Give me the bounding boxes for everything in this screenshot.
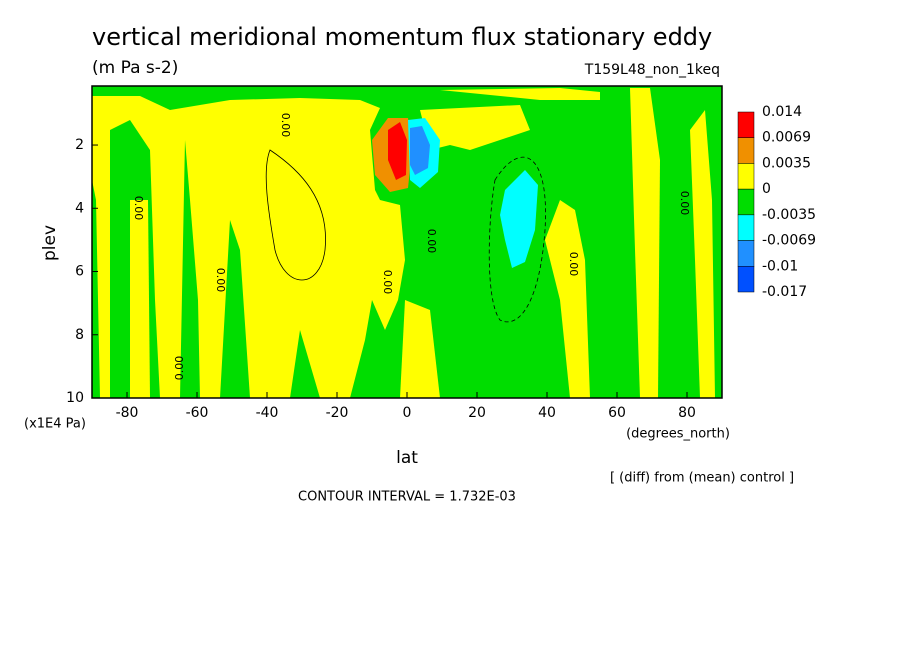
note: [ (diff) from (mean) control ] [610,471,794,486]
colorbar-label: -0.01 [762,258,798,274]
contour-interval: CONTOUR INTERVAL = 1.732E-03 [298,490,516,505]
colorbar-label: 0.0035 [762,155,811,171]
chart-title: vertical meridional momentum flux statio… [92,23,712,51]
colorbar-label: -0.0035 [762,207,816,223]
colorbar-box [737,266,755,293]
y-tick-label: 6 [75,264,84,280]
contour-label: 0.00 [381,270,394,295]
experiment-label: T159L48_non_1keq [584,62,720,78]
colorbar-label: 0.014 [762,104,802,120]
colorbar-label: -0.017 [762,284,807,300]
colorbar-box [737,188,755,216]
contour-label: 0.00 [678,191,691,216]
x-tick-label: -80 [116,405,139,421]
colorbar-box [737,163,755,190]
x-axis-label: lat [396,448,418,468]
x-tick-label: -20 [326,405,349,421]
colorbar-label: -0.0069 [762,233,816,249]
colorbar-box [737,111,755,138]
y-tick-label: 10 [66,390,84,406]
colorbar-label: 0.0069 [762,130,811,146]
y-tick-label: 4 [75,200,84,216]
x-tick-label: 40 [538,405,556,421]
y-tick-label: 2 [75,137,84,153]
contour-field: 0.00 0.00 0.00 0.00 0.00 0.00 0.00 0.00 [92,86,722,398]
x-tick-label: -40 [256,405,279,421]
chart-subtitle: (m Pa s-2) [92,58,178,78]
contour-label: 0.00 [567,252,580,277]
colorbar-box [737,240,755,267]
x-tick-label: 20 [468,405,486,421]
contour-label: 0.00 [425,229,438,254]
y-axis-units: (x1E4 Pa) [24,417,86,432]
x-axis-units: (degrees_north) [626,427,730,442]
y-tick-label: 8 [75,327,84,343]
colorbar-box [737,214,755,241]
x-tick-label: 0 [403,405,412,421]
contour-label: 0.00 [132,196,145,221]
y-axis-label: plev [40,225,60,261]
colorbar-label: 0 [762,181,771,197]
x-tick-label: 60 [608,405,626,421]
x-tick-label: -60 [186,405,209,421]
contour-label: 0.00 [173,356,186,381]
contour-label: 0.00 [214,268,227,293]
colorbar-box [737,137,755,164]
contour-label: 0.00 [279,113,292,138]
x-tick-label: 80 [678,405,696,421]
